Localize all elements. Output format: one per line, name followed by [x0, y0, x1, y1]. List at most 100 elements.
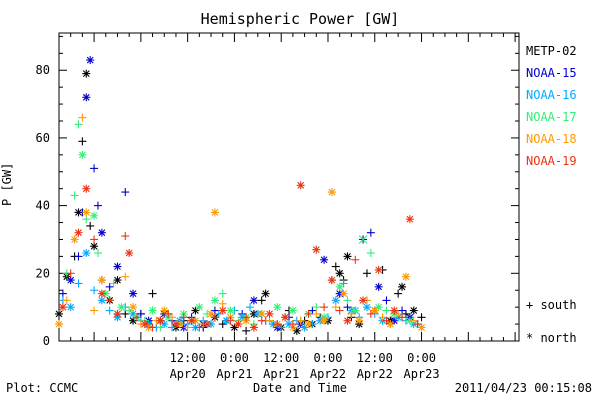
x-tick-label-date: Apr23 [403, 367, 439, 381]
data-point [401, 272, 410, 281]
data-point [382, 316, 391, 325]
data-point [109, 279, 118, 288]
data-point [78, 150, 87, 159]
data-point [413, 320, 422, 329]
data-point [257, 296, 266, 305]
data-point [93, 249, 102, 257]
data-point [362, 303, 371, 312]
data-point [339, 279, 348, 288]
x-tick-label-date: Apr22 [357, 367, 393, 381]
data-point [218, 299, 227, 308]
data-point [105, 296, 114, 305]
data-point [382, 296, 391, 305]
data-point [74, 228, 83, 237]
data-point [398, 306, 407, 315]
data-point [136, 309, 145, 318]
data-point [74, 279, 83, 288]
data-point [121, 309, 130, 318]
data-point [246, 303, 255, 312]
data-point [66, 276, 75, 285]
data-point [417, 313, 426, 322]
data-point [401, 309, 410, 318]
data-point [78, 137, 87, 146]
data-point [331, 296, 340, 305]
data-point [187, 316, 196, 325]
legend-item-noaa-18: NOAA-18 [526, 132, 577, 146]
plot-marks [55, 56, 426, 335]
data-point [214, 309, 223, 318]
data-point [90, 286, 99, 295]
plot-timestamp: 2011/04/23 00:15:08 [454, 381, 592, 395]
data-point [374, 282, 383, 291]
data-point [74, 252, 83, 261]
data-point [195, 303, 204, 312]
data-point [261, 289, 270, 298]
data-point [378, 313, 387, 322]
data-point [129, 303, 138, 312]
data-point [320, 255, 329, 264]
data-point [366, 249, 375, 257]
data-point [405, 215, 414, 224]
x-tick-label-time: 0:00 [220, 351, 249, 365]
data-point [370, 306, 379, 315]
data-point [320, 303, 329, 312]
data-point [168, 323, 177, 332]
data-point [374, 265, 383, 274]
data-point [386, 320, 395, 329]
data-point [398, 313, 407, 322]
data-point [242, 313, 251, 322]
data-point [66, 303, 75, 312]
data-point [362, 269, 371, 278]
data-point [97, 276, 106, 285]
data-point [409, 306, 418, 315]
data-point [97, 228, 106, 237]
data-point [331, 303, 340, 312]
data-point [417, 323, 426, 332]
data-point [171, 320, 180, 329]
data-point [351, 306, 360, 315]
data-point [335, 269, 344, 278]
data-point [273, 320, 282, 329]
data-point [58, 289, 67, 298]
x-tick-label-date: Apr22 [310, 367, 346, 381]
data-point [210, 306, 219, 315]
data-point [82, 93, 91, 102]
plot-credit: Plot: CCMC [6, 381, 79, 395]
data-point [226, 316, 235, 325]
data-point [331, 262, 340, 271]
data-point [351, 255, 360, 264]
plot-frame [58, 32, 520, 342]
data-point [234, 320, 243, 329]
data-point [55, 320, 63, 329]
data-point [327, 188, 336, 197]
data-point [70, 191, 79, 200]
y-tick-label: 60 [36, 131, 50, 145]
data-point [366, 309, 375, 318]
data-point [97, 296, 106, 305]
data-point [168, 313, 177, 322]
data-point [156, 316, 165, 325]
data-point [90, 164, 99, 173]
data-point [339, 289, 348, 298]
data-point [82, 215, 91, 224]
legend-item-noaa-19: NOAA-19 [526, 154, 577, 168]
data-point [132, 313, 141, 322]
data-point [320, 316, 329, 325]
x-tick-label-time: 12:00 [263, 351, 299, 365]
data-point [335, 282, 344, 291]
data-point [390, 306, 399, 315]
data-point [281, 313, 290, 322]
x-tick-label-date: Apr21 [216, 367, 252, 381]
data-point [90, 242, 99, 251]
data-point [58, 303, 67, 312]
data-point [394, 309, 403, 318]
data-point [312, 309, 321, 318]
data-point [308, 306, 317, 315]
data-point [312, 303, 321, 312]
data-point [273, 303, 282, 312]
data-point [277, 323, 286, 332]
data-point [257, 316, 266, 325]
data-point [355, 316, 364, 325]
data-point [207, 309, 216, 318]
data-point [129, 289, 138, 298]
